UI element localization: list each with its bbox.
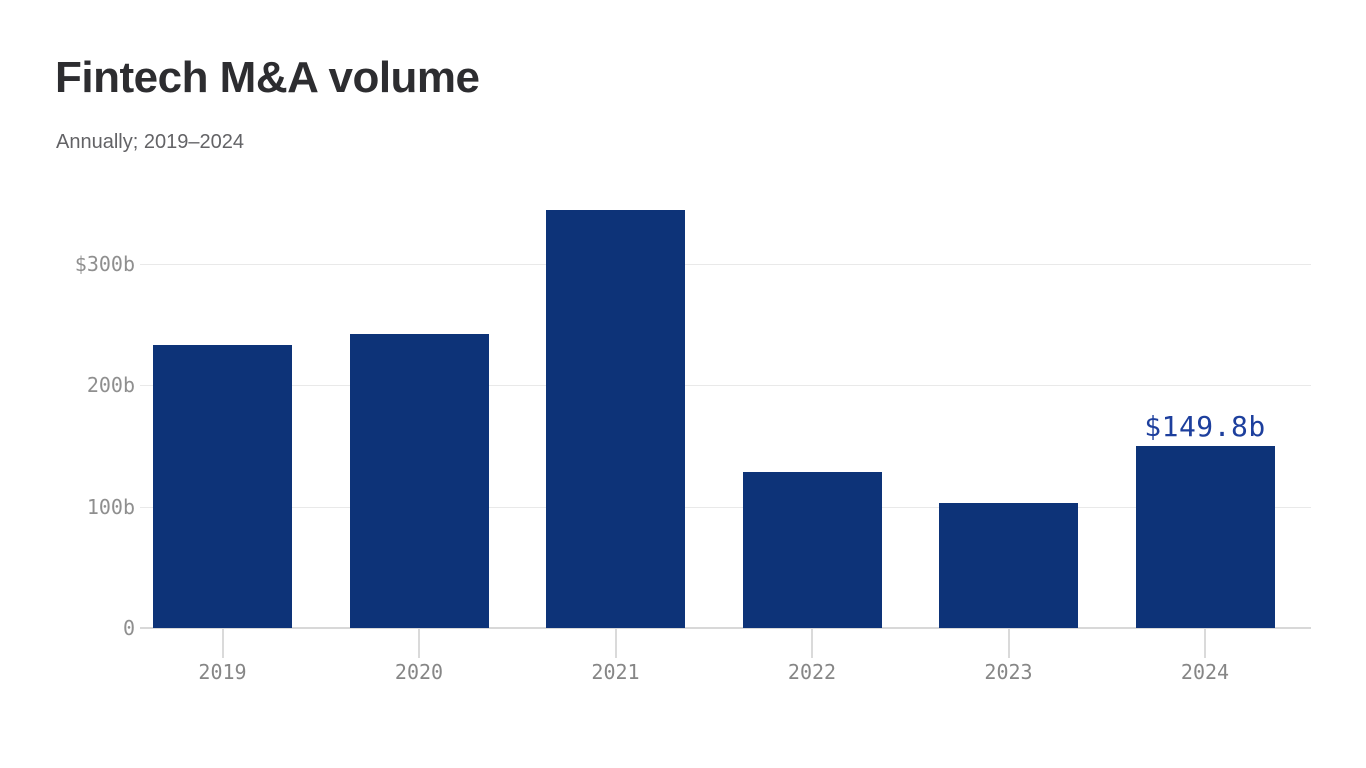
x-tick-label-2023: 2023 (984, 660, 1033, 684)
bar-2023 (939, 503, 1078, 628)
chart-subtitle: Annually; 2019–2024 (56, 131, 244, 153)
bar-2019 (153, 345, 292, 628)
x-axis-line (140, 627, 1311, 629)
x-tick-2022 (811, 629, 813, 658)
y-tick-label: $300b (74, 252, 135, 276)
bar-2020 (349, 334, 489, 628)
y-tick-label: 100b (86, 495, 135, 519)
y-gridline-300b (140, 264, 1311, 265)
x-tick-2019 (221, 629, 224, 658)
y-gridline-200b (140, 385, 1311, 386)
bar-2022 (742, 471, 882, 628)
x-tick-2024 (1204, 629, 1206, 658)
chart-title: Fintech M&A volume (55, 53, 480, 102)
bar-2021 (546, 209, 685, 628)
x-tick-2021 (614, 629, 617, 658)
y-gridline-100b (140, 507, 1311, 508)
y-tick-label: 200b (86, 373, 135, 397)
x-tick-label-2021: 2021 (591, 660, 640, 684)
x-tick-label-2022: 2022 (787, 660, 837, 684)
x-tick-2020 (418, 629, 420, 658)
x-tick-label-2020: 2020 (394, 660, 444, 684)
x-tick-2023 (1007, 629, 1010, 658)
bar-value-label: $149.8b (1144, 410, 1266, 444)
bar-2024 (1135, 446, 1275, 628)
y-tick-label: 0 (122, 616, 135, 640)
x-tick-label-2019: 2019 (198, 660, 247, 684)
x-tick-label-2024: 2024 (1180, 660, 1230, 684)
